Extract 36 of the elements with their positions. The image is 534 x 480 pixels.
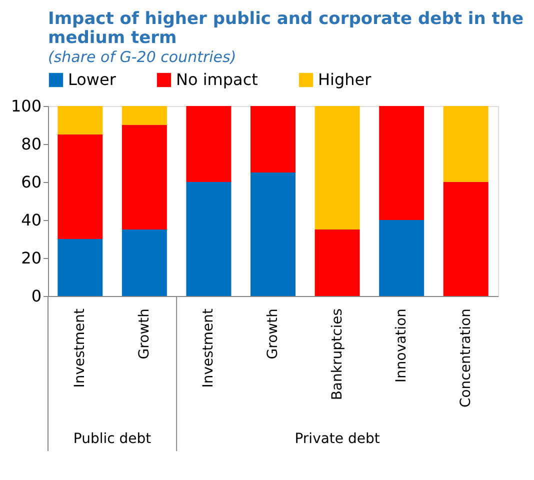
y-tick-label: 100	[10, 96, 42, 116]
chart-subtitle: (share of G-20 countries)	[48, 48, 236, 66]
x-tick-label: Growth	[136, 308, 152, 360]
bar	[186, 182, 232, 296]
x-tick-label: Investment	[72, 308, 88, 388]
legend-label: Lower	[68, 70, 116, 89]
x-tick-label: Investment	[200, 308, 217, 388]
bar	[186, 106, 232, 182]
bar	[122, 125, 167, 230]
y-tick-label: 80	[21, 134, 42, 154]
bar	[314, 106, 360, 230]
x-tick-label: Bankruptcies	[329, 308, 346, 400]
x-tick-label: Growth	[265, 308, 281, 360]
y-tick-label: 20	[21, 248, 42, 268]
bar	[443, 182, 488, 296]
bar	[250, 172, 296, 296]
text: Private debt	[294, 431, 380, 447]
chart-title: Impact of higher public and corporate debt in the medium term	[48, 9, 524, 48]
bar	[379, 220, 424, 296]
y-tick-label: 60	[21, 172, 42, 192]
x-tick-label: Innovation	[394, 308, 410, 383]
bar	[58, 239, 103, 296]
legend-label: Higher	[318, 70, 372, 89]
y-tick-label: 0	[31, 286, 42, 306]
bar	[58, 106, 103, 134]
x-tick-label: Concentration	[458, 308, 474, 408]
legend-label: No impact	[176, 70, 258, 89]
bar	[379, 106, 424, 220]
bar	[443, 106, 488, 182]
bar	[314, 230, 360, 296]
text: Public debt	[73, 431, 152, 447]
y-tick-label: 40	[21, 210, 42, 230]
bar	[58, 134, 103, 239]
bar	[250, 106, 296, 172]
bar	[122, 106, 167, 125]
bar	[122, 230, 167, 296]
